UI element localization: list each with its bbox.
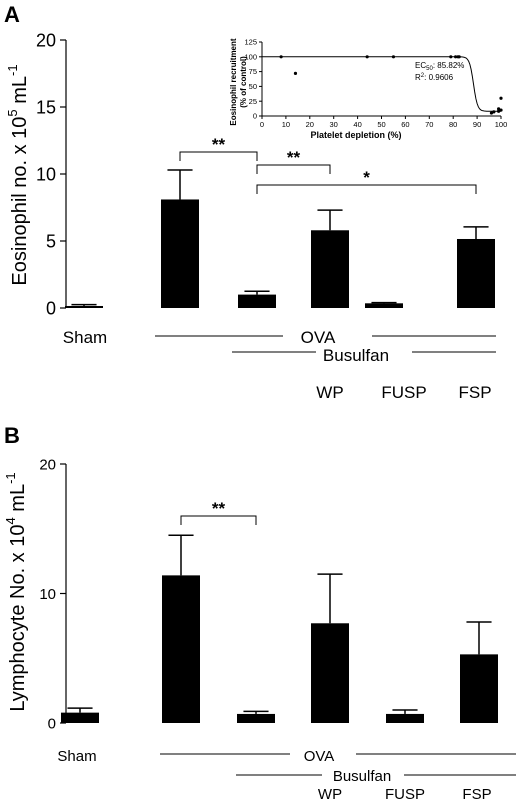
inset-x-tick-label: 70: [425, 120, 433, 129]
inset-x-axis-label: Platelet depletion (%): [310, 130, 401, 140]
inset-point: [492, 110, 496, 114]
inset-x-tick-label: 80: [449, 120, 457, 129]
a-y-tick-label: 20: [36, 30, 56, 50]
b-y-tick-label: 10: [39, 586, 56, 603]
label-busulfan: Busulfan: [323, 346, 389, 365]
label-busulfan: Busulfan: [333, 768, 391, 785]
label-fsp: FSP: [458, 383, 491, 402]
b-bar-fusp: [386, 713, 424, 723]
inset-x-tick-label: 90: [473, 120, 481, 129]
inset-y-tick-label: 100: [244, 52, 257, 61]
inset-y-axis-label-line2: (% of control): [239, 56, 248, 108]
inset-chart: 0 25 50 75 100 125 0 10 20 30 40 50 60 70 80 90 100 Plat…: [229, 38, 507, 140]
a-y-tick-label: 15: [36, 97, 56, 117]
b-bar-busulfan: [237, 713, 275, 723]
a-bar-fsp: [457, 238, 495, 308]
a-y-tick-label: 5: [46, 231, 56, 251]
inset-ec50-annotation: EC50: 85.82%: [415, 61, 464, 72]
a-sig-label: *: [363, 168, 370, 187]
inset-x-tick-label: 40: [353, 120, 361, 129]
inset-axes: 0 25 50 75 100 125 0 10 20 30 40 50 60 70 80 90 100: [244, 38, 507, 129]
panel-a-bars: [65, 169, 495, 308]
panel-b: B Lymphocyte No. x 104 mL-1 0 10 20 ** Sha…: [3, 423, 516, 803]
inset-y-tick-label: 75: [249, 67, 257, 76]
label-fusp: FUSP: [385, 786, 425, 803]
b-sig-label: **: [212, 499, 226, 518]
inset-x-tick-label: 0: [260, 120, 264, 129]
a-sig-bracket: [179, 151, 258, 161]
inset-y-tick-label: 25: [249, 97, 257, 106]
inset-points: [279, 55, 503, 115]
a-sig-bracket: [256, 184, 477, 194]
a-bar-fusp: [365, 303, 403, 308]
a-y-tick-label: 0: [46, 298, 56, 318]
a-sig-label: **: [212, 135, 226, 154]
b-bar-fsp: [460, 654, 498, 723]
label-ova: OVA: [301, 328, 336, 347]
label-wp: WP: [316, 383, 343, 402]
panel-a-label: A: [4, 2, 20, 27]
inset-x-tick-label: 30: [330, 120, 338, 129]
a-bar-ova: [161, 199, 199, 308]
inset-y-tick-label: 50: [249, 82, 257, 91]
label-fsp: FSP: [462, 786, 491, 803]
inset-x-tick-label: 60: [401, 120, 409, 129]
b-bar-ova: [162, 575, 200, 723]
inset-fit-curve: [262, 56, 501, 112]
panel-a-y-axis-label: Eosinophil no. x 105 mL-1: [5, 64, 31, 285]
panel-b-y-axis-label: Lymphocyte No. x 104 mL-1: [3, 472, 29, 711]
inset-point: [499, 96, 503, 100]
panel-a-y-axis: 0 5 10 15 20: [36, 30, 67, 318]
label-fusp: FUSP: [381, 383, 426, 402]
inset-x-tick-label: 20: [306, 120, 314, 129]
b-sig-bracket: [180, 515, 257, 525]
a-bar-wp: [311, 230, 349, 308]
panel-b-significance: **: [180, 499, 257, 525]
label-ova: OVA: [304, 748, 335, 765]
panel-b-group-labels: Sham OVA Busulfan WP FUSP FSP: [57, 748, 516, 803]
a-sig-bracket: [256, 164, 331, 174]
a-bar-sham: [65, 305, 103, 308]
inset-x-tick-label: 50: [377, 120, 385, 129]
label-sham: Sham: [63, 328, 107, 347]
a-y-tick-label: 10: [36, 164, 56, 184]
inset-y-axis-label-line1: Eosinophil recruitment: [229, 38, 238, 125]
b-y-tick-label: 20: [39, 456, 56, 473]
inset-point: [497, 107, 501, 111]
b-bar-sham: [61, 712, 99, 723]
inset-x-tick-label: 100: [495, 120, 508, 129]
a-sig-label: **: [287, 148, 301, 167]
panel-b-bars: [61, 534, 498, 723]
b-bar-wp: [311, 623, 349, 723]
inset-point: [293, 71, 298, 75]
panel-b-y-axis: 0 10 20: [39, 456, 67, 732]
panel-a-significance: *****: [179, 135, 477, 194]
inset-x-tick-label: 10: [282, 120, 290, 129]
label-sham: Sham: [57, 748, 96, 765]
inset-y-tick-label: 125: [244, 38, 257, 47]
inset-y-tick-label: 0: [253, 112, 257, 121]
b-y-tick-label: 0: [48, 715, 56, 732]
panel-b-label: B: [4, 423, 20, 448]
label-wp: WP: [318, 786, 342, 803]
inset-point: [489, 111, 494, 115]
inset-r2-annotation: R2: 0.9606: [415, 73, 454, 82]
a-bar-busulfan: [238, 294, 276, 308]
panel-a-group-labels: Sham OVA Busulfan WP FUSP FSP: [63, 328, 496, 402]
